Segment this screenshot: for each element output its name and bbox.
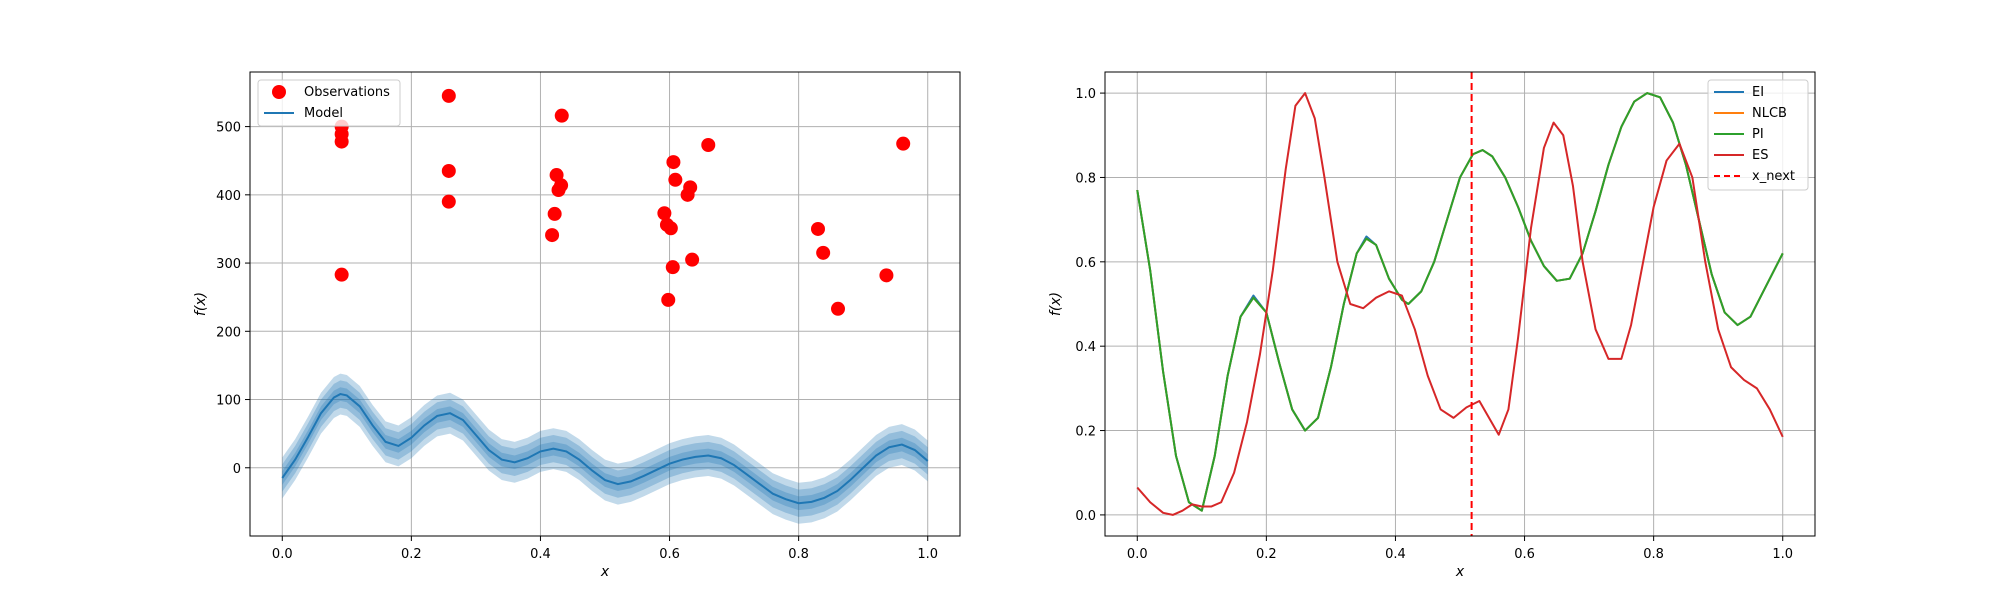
x-tick-label: 0.0 xyxy=(1127,547,1148,562)
right-chart-frame xyxy=(1104,71,1816,537)
model-band xyxy=(282,387,928,511)
observation-point xyxy=(334,134,349,149)
observation-point xyxy=(441,163,456,178)
legend-nlcb-label: NLCB xyxy=(1752,106,1787,121)
x-tick-label: 1.0 xyxy=(1772,547,1793,562)
observation-point xyxy=(896,136,911,151)
legend-ei-label: EI xyxy=(1752,85,1764,100)
y-tick-label: 0.2 xyxy=(1075,425,1096,440)
y-tick-label: 0.0 xyxy=(1075,509,1096,524)
model-band xyxy=(282,373,928,524)
right-chart-lines xyxy=(1136,92,1784,516)
x-tick-label: 0.6 xyxy=(659,547,680,562)
y-tick-label: 200 xyxy=(216,325,241,340)
y-tick-label: 1.0 xyxy=(1075,87,1096,102)
left-chart-y-ticks: 0 100 200 300 400 500 xyxy=(216,121,250,477)
y-tick-label: 400 xyxy=(216,189,241,204)
x-tick-label: 0.4 xyxy=(1385,547,1406,562)
left-chart-grid xyxy=(250,72,960,536)
x-tick-label: 0.2 xyxy=(401,547,422,562)
legend-observations-marker xyxy=(272,85,286,99)
observation-point xyxy=(661,292,676,307)
observation-point xyxy=(554,178,569,193)
x-tick-label: 1.0 xyxy=(917,547,938,562)
observation-point xyxy=(334,267,349,282)
left-chart-frame xyxy=(249,71,961,537)
legend-es-label: ES xyxy=(1752,148,1768,163)
left-chart: 0.0 0.2 0.4 0.6 0.8 1.0 0 100 200 300 400 500 x f(… xyxy=(193,71,961,580)
observation-point xyxy=(441,88,456,103)
observation-point xyxy=(663,221,678,236)
observation-point xyxy=(666,155,681,170)
observation-point xyxy=(547,206,562,221)
left-chart-x-ticks: 0.0 0.2 0.4 0.6 0.8 1.0 xyxy=(272,536,938,562)
observation-point xyxy=(683,180,698,195)
right-chart-ylabel: f(x) xyxy=(1048,292,1064,316)
y-tick-label: 0 xyxy=(233,462,241,477)
right-chart-y-ticks: 0.0 0.2 0.4 0.6 0.8 1.0 xyxy=(1075,87,1105,524)
right-legend-frame xyxy=(1707,79,1809,191)
y-tick-label: 500 xyxy=(216,121,241,136)
right-chart-xlabel: x xyxy=(1455,564,1465,580)
observation-point xyxy=(554,108,569,123)
left-chart-lines xyxy=(281,393,929,505)
observation-point xyxy=(657,206,672,221)
left-chart-xlabel: x xyxy=(600,564,610,580)
x-tick-label: 0.8 xyxy=(788,547,809,562)
left-chart-legend: Observations Model xyxy=(257,79,401,127)
left-chart-ylabel: f(x) xyxy=(193,292,209,316)
x-tick-label: 0.2 xyxy=(1256,547,1277,562)
observation-point xyxy=(879,268,894,283)
right-chart: 0.0 0.2 0.4 0.6 0.8 1.0 0.00.20.40.60.81.0 x … xyxy=(1048,71,1816,580)
observation-point xyxy=(441,194,456,209)
y-tick-label: 0.4 xyxy=(1075,340,1096,355)
observation-point xyxy=(545,228,560,243)
x-tick-label: 0.8 xyxy=(1643,547,1664,562)
y-tick-label: 0.6 xyxy=(1075,256,1096,271)
legend-observations-label: Observations xyxy=(304,85,390,100)
y-tick-label: 0.8 xyxy=(1075,171,1096,186)
right-chart-legend: EI NLCB PI ES x_next xyxy=(1707,79,1809,191)
observation-point xyxy=(816,245,831,260)
right-chart-x-ticks: 0.0 0.2 0.4 0.6 0.8 1.0 xyxy=(1127,536,1793,562)
y-tick-label: 300 xyxy=(216,257,241,272)
x-tick-label: 0.4 xyxy=(530,547,551,562)
observation-point xyxy=(831,301,846,316)
x-tick-label: 0.6 xyxy=(1514,547,1535,562)
observation-point xyxy=(811,221,825,236)
legend-model-label: Model xyxy=(304,106,343,121)
observation-point xyxy=(665,260,680,275)
model-line xyxy=(281,393,929,505)
observation-point xyxy=(701,138,716,153)
left-legend-frame xyxy=(257,79,401,127)
legend-x-next-label: x_next xyxy=(1752,169,1795,184)
series-pi-line xyxy=(1136,92,1784,512)
observation-point xyxy=(685,252,700,267)
series-es-line xyxy=(1136,92,1784,516)
observations-points xyxy=(334,88,911,316)
y-tick-label: 100 xyxy=(216,394,241,409)
legend-pi-label: PI xyxy=(1752,127,1764,142)
observation-point xyxy=(668,172,683,187)
x-tick-label: 0.0 xyxy=(272,547,293,562)
